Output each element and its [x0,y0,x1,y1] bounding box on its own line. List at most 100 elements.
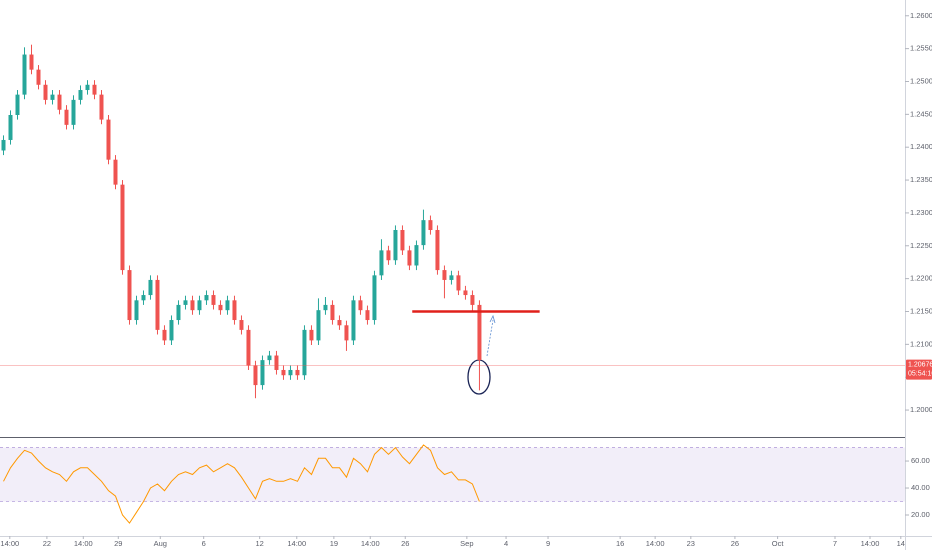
candle-body [22,54,27,95]
candle-body [456,275,461,291]
candle-body [78,90,83,100]
candle-body [393,230,398,261]
candle-body [428,220,433,230]
candle-body [15,94,20,115]
y-tick-label: 20.00 [911,510,930,519]
candle-body [379,250,384,276]
candle-body [246,329,251,366]
y-tick-label: 1.21500 [910,306,932,315]
candle-body [155,279,160,330]
candle-body [169,320,174,341]
candle-body [302,329,307,376]
candle-body [435,230,440,271]
x-tick-label: 6 [202,539,206,548]
candle-body [337,320,342,326]
candle-body [442,270,447,280]
candle-body [400,230,405,251]
y-tick-label: 1.25000 [910,76,932,85]
candle-body [372,275,377,321]
candle-body [239,320,244,330]
candle-body [330,304,335,321]
x-tick-label: 16 [616,539,624,548]
candle-body [218,304,223,311]
x-tick-label: 7 [833,539,837,548]
candle-body [267,355,272,361]
candle-body [211,295,216,305]
candle-body [225,300,230,311]
candle-body [190,300,195,311]
y-tick-label: 1.25500 [910,44,932,53]
candle-body [414,245,419,266]
candle-body [358,300,363,311]
x-tick-label: 22 [43,539,51,548]
candle-body [274,355,279,370]
candle-body [64,109,69,125]
candle-body [351,300,356,341]
y-tick-label: 60.00 [911,456,930,465]
y-tick-label: 1.20000 [910,405,932,414]
countdown-label: 05:54:10 [908,370,932,377]
y-tick-label: 1.23000 [910,208,932,217]
candle-body [309,329,314,341]
rsi-line [3,444,480,524]
y-tick-label: 1.21000 [910,339,932,348]
x-tick-label: 12 [255,539,263,548]
candle-body [197,300,202,311]
candle-body [288,369,293,376]
candle-body [99,94,104,120]
x-tick-label: Oct [772,539,785,548]
candle-body [162,329,167,341]
candle-body [85,84,90,91]
x-tick-label: 14:00 [0,539,19,548]
candle-body [71,99,76,125]
x-tick-label: 14:00 [287,539,306,548]
candle-body [449,275,454,280]
y-tick-label: 1.26000 [910,11,932,20]
x-tick-label: 9 [546,539,550,548]
y-tick-label: 1.22000 [910,274,932,283]
candle-body [281,369,286,376]
candle-body [365,310,370,321]
candle-body [295,369,300,376]
candle-body [36,69,41,85]
x-tick-label: 23 [687,539,695,548]
last-price-label: 1.20676 [908,361,932,368]
x-tick-label: 14:00 [74,539,93,548]
candle-body [386,250,391,261]
candle-body [344,325,349,341]
y-tick-label: 1.22500 [910,241,932,250]
candle-body [204,295,209,301]
candle-body [232,300,237,321]
candle-body [120,184,125,271]
x-tick-label: 14:00 [361,539,380,548]
candle-body [43,84,48,100]
x-tick-label: 14:00 [861,539,880,548]
arrow-head [489,314,496,324]
projection-arrow [486,319,494,357]
y-tick-label: 1.24000 [910,142,932,151]
rsi-band-fill [0,447,905,502]
candle-body [477,304,482,361]
candle-body [176,304,181,321]
candle-body [323,304,328,311]
candle-body [260,360,265,386]
x-tick-label: 26 [401,539,409,548]
y-tick-label: 1.23500 [910,175,932,184]
candle-body [57,94,62,110]
candle-body [183,300,188,305]
candle-body [407,250,412,266]
candle-body [106,119,111,160]
candle-body [29,54,34,70]
candle-body [421,220,426,246]
x-tick-label: Sep [460,539,473,548]
candle-body [92,84,97,95]
candle-body [463,290,468,296]
x-tick-label: Aug [154,539,167,548]
x-tick-label: 4 [504,539,508,548]
x-tick-label: 26 [731,539,739,548]
candle-body [470,295,475,305]
candle-body [141,295,146,301]
candle-body [1,139,6,151]
candle-body [8,115,13,140]
